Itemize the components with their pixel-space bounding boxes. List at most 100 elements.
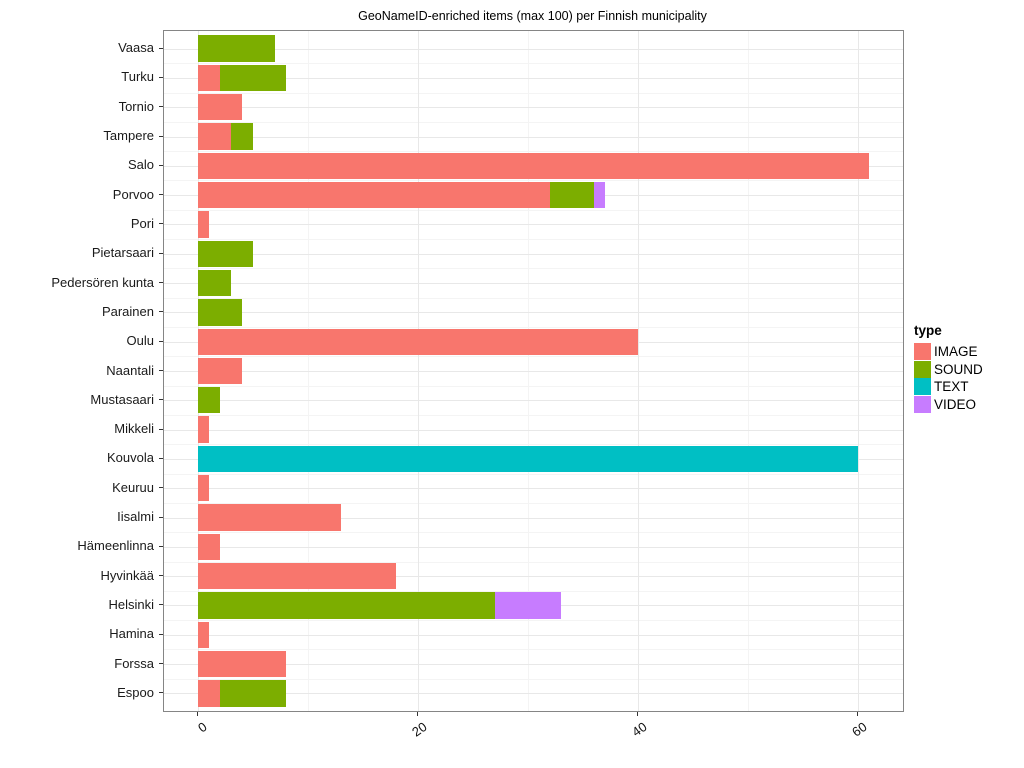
- gridline-horizontal-minor: [164, 473, 903, 475]
- y-tick: [159, 194, 163, 196]
- bar-segment-sound: [197, 299, 242, 326]
- bar-segment-image: [197, 64, 220, 92]
- gridline-horizontal-major: [164, 283, 903, 285]
- gridline-horizontal-major: [164, 546, 903, 548]
- gridline-horizontal-minor: [164, 414, 903, 416]
- y-tick: [159, 47, 163, 49]
- gridline-horizontal-minor: [164, 356, 903, 358]
- y-tick: [159, 399, 163, 401]
- y-axis-label: Hyvinkää: [100, 567, 154, 583]
- gridline-horizontal-minor: [164, 678, 903, 680]
- gridline-horizontal-major: [164, 312, 903, 314]
- y-tick: [159, 604, 163, 606]
- gridline-horizontal-major: [164, 576, 903, 578]
- x-tick: [196, 712, 198, 716]
- gridline-horizontal-minor: [164, 268, 903, 270]
- gridline-horizontal-minor: [164, 239, 903, 241]
- x-tick-label: 0: [194, 719, 210, 736]
- gridline-horizontal-minor: [164, 502, 903, 504]
- x-tick: [857, 712, 859, 716]
- bar-segment-sound: [197, 592, 495, 619]
- bar-segment-sound: [219, 680, 286, 707]
- y-tick: [159, 135, 163, 137]
- y-tick: [159, 311, 163, 313]
- y-tick: [159, 545, 163, 547]
- chart-title: GeoNameID-enriched items (max 100) per F…: [358, 9, 707, 23]
- legend-label: TEXT: [934, 379, 969, 395]
- y-axis-label: Oulu: [126, 333, 154, 349]
- bar-segment-video: [494, 592, 562, 619]
- legend-item: VIDEO: [914, 395, 983, 414]
- y-tick: [159, 487, 163, 489]
- gridline-horizontal-major: [164, 48, 903, 50]
- gridline-horizontal-major: [164, 371, 903, 372]
- legend-swatch-sound: [914, 360, 931, 378]
- bar-segment-video: [594, 181, 606, 209]
- y-axis-label: Naantali: [106, 362, 154, 378]
- gridline-horizontal-major: [164, 136, 903, 138]
- gridline-horizontal-minor: [164, 92, 903, 94]
- y-tick: [159, 252, 163, 254]
- bar-segment-image: [197, 475, 209, 502]
- y-tick: [159, 106, 163, 108]
- bar-segment-image: [197, 152, 870, 179]
- gridline-horizontal-major: [164, 107, 903, 109]
- gridline-horizontal-minor: [164, 561, 903, 563]
- gridline-horizontal-major: [164, 253, 903, 255]
- y-axis-label: Mustasaari: [90, 391, 154, 407]
- y-axis-label: Mikkeli: [114, 421, 154, 437]
- y-tick: [159, 575, 163, 577]
- y-tick: [159, 370, 163, 371]
- y-axis-label: Pietarsaari: [91, 245, 154, 261]
- legend-item: IMAGE: [914, 343, 983, 361]
- y-axis-label: Pedersören kunta: [51, 274, 154, 290]
- gridline-horizontal-major: [164, 429, 903, 431]
- legend-label: IMAGE: [934, 344, 978, 360]
- bar-segment-image: [197, 328, 639, 355]
- bar-segment-sound: [219, 64, 286, 92]
- y-axis-label: Porvoo: [112, 186, 154, 202]
- plot-panel: [163, 30, 904, 712]
- legend-swatch-text: [914, 378, 931, 396]
- bar-segment-image: [197, 621, 209, 648]
- x-tick: [637, 712, 639, 716]
- bar-segment-image: [197, 650, 286, 678]
- y-axis-label: Helsinki: [108, 596, 154, 612]
- bar-segment-sound: [197, 240, 253, 267]
- gridline-horizontal-minor: [164, 121, 903, 123]
- bar-segment-sound: [197, 269, 231, 297]
- gridline-horizontal-minor: [164, 63, 903, 65]
- gridline-horizontal-major: [164, 488, 903, 490]
- legend-label: VIDEO: [934, 396, 977, 412]
- y-axis-label: Hämeenlinna: [77, 538, 154, 554]
- y-tick: [159, 457, 163, 459]
- legend-label: SOUND: [934, 361, 983, 377]
- bar-segment-sound: [197, 387, 220, 414]
- legend-title: type: [914, 323, 942, 338]
- gridline-horizontal-minor: [164, 620, 903, 622]
- y-axis-label: Tornio: [118, 98, 154, 114]
- gridline-horizontal-major: [164, 634, 903, 636]
- bar-segment-image: [197, 181, 550, 209]
- gridline-horizontal-minor: [164, 444, 903, 446]
- y-axis-label: Iisalmi: [117, 509, 154, 525]
- y-tick: [159, 223, 163, 225]
- gridline-horizontal-major: [164, 77, 903, 79]
- x-tick: [416, 712, 418, 716]
- x-tick-label: 60: [849, 719, 870, 740]
- gridline-horizontal-major: [164, 400, 903, 402]
- x-tick-label: 20: [408, 719, 430, 740]
- bar-segment-sound: [550, 181, 595, 209]
- bar-segment-image: [197, 562, 396, 590]
- y-axis-label: Parainen: [101, 303, 154, 319]
- y-axis-label: Forssa: [114, 655, 154, 671]
- y-axis-label: Keuruu: [112, 479, 154, 495]
- bar-segment-image: [197, 123, 231, 150]
- bar-segment-image: [197, 211, 209, 238]
- gridline-horizontal-minor: [164, 649, 903, 651]
- bar-segment-image: [197, 357, 242, 385]
- legend: type IMAGE SOUND TEXT VIDEO: [914, 323, 983, 413]
- y-tick: [159, 663, 163, 665]
- legend-swatch-image: [914, 343, 931, 361]
